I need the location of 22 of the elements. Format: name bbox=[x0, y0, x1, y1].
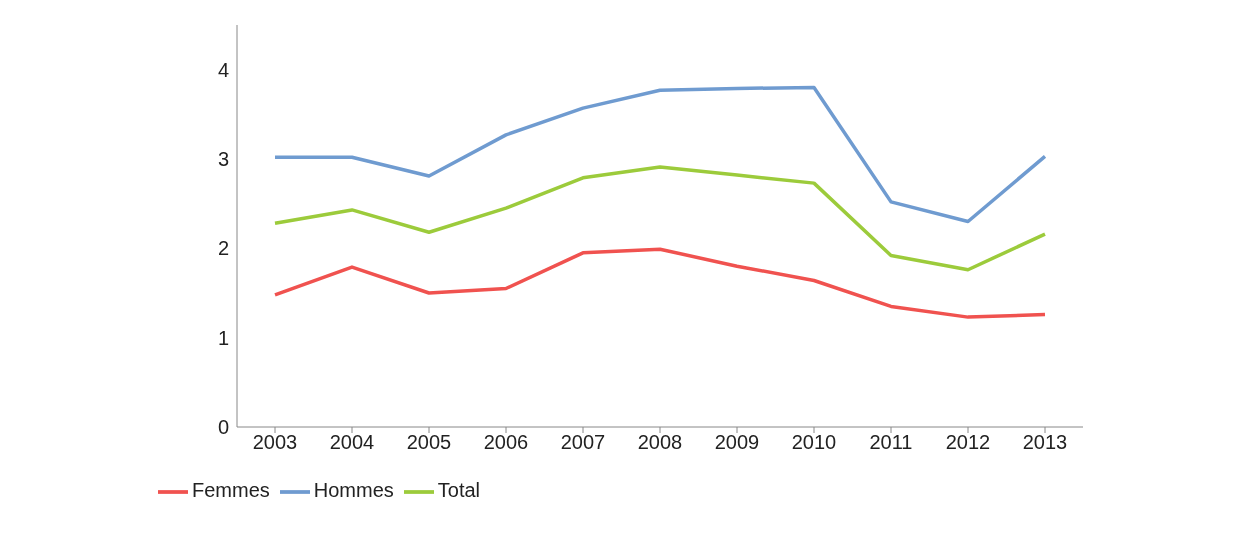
legend-label: Total bbox=[437, 479, 481, 502]
line-series bbox=[273, 85, 1047, 224]
x-tick-label: 2010 bbox=[791, 431, 837, 454]
y-tick-label: 3 bbox=[217, 148, 229, 171]
legend-label: Hommes bbox=[313, 479, 394, 502]
x-tick-label: 2009 bbox=[714, 431, 760, 454]
line-series bbox=[273, 247, 1047, 319]
x-tick-label: 2005 bbox=[406, 431, 452, 454]
x-tick-label: 2012 bbox=[945, 431, 991, 454]
y-tick-label: 1 bbox=[217, 326, 229, 349]
x-tick-label: 2013 bbox=[1022, 431, 1068, 454]
x-tick-label: 2006 bbox=[483, 431, 529, 454]
x-tick-label: 2007 bbox=[560, 431, 606, 454]
line-series bbox=[273, 165, 1047, 272]
x-tick-label: 2011 bbox=[869, 431, 913, 454]
x-tick-label: 2003 bbox=[252, 431, 298, 454]
x-tick-label: 2008 bbox=[637, 431, 683, 454]
y-tick-label: 0 bbox=[217, 416, 229, 439]
y-tick-label: 4 bbox=[217, 58, 229, 81]
x-tick-label: 2004 bbox=[329, 431, 375, 454]
y-tick-label: 2 bbox=[217, 237, 229, 260]
legend-label: Femmes bbox=[192, 479, 270, 502]
